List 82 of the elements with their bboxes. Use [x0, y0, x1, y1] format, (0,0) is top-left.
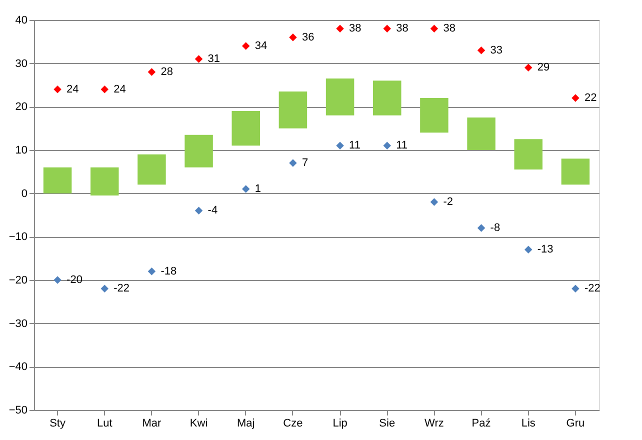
- data-label: -22: [114, 282, 130, 295]
- data-label: -20: [66, 274, 82, 286]
- point: [54, 85, 62, 94]
- y-tick-label: 30: [15, 58, 28, 70]
- data-label: 11: [396, 140, 408, 152]
- y-tick-label: −40: [8, 361, 28, 374]
- data-label: -2: [443, 196, 453, 208]
- point: [383, 142, 391, 150]
- y-tick-label: −20: [8, 274, 28, 286]
- y-tick-label: −50: [8, 404, 28, 416]
- point: [100, 85, 108, 94]
- bar: [278, 92, 308, 128]
- x-tick-label: Sie: [379, 418, 396, 430]
- bar: [420, 98, 448, 133]
- x-tick-label: Cze: [283, 418, 303, 430]
- y-tick-label: 0: [21, 188, 28, 200]
- point: [477, 224, 486, 232]
- data-label: 11: [349, 140, 360, 152]
- data-label: -13: [537, 244, 554, 256]
- data-label: 31: [208, 53, 220, 65]
- y-tick-label: 10: [15, 144, 28, 156]
- data-label: 29: [537, 62, 550, 74]
- x-tick-label: Sty: [50, 418, 66, 430]
- bar: [373, 80, 402, 116]
- y-tick-label: −30: [8, 318, 28, 330]
- point: [242, 185, 250, 193]
- point: [148, 68, 156, 76]
- point: [148, 267, 156, 276]
- y-tick-label: −10: [8, 231, 28, 244]
- data-label: 36: [302, 31, 314, 44]
- bar: [514, 139, 542, 170]
- data-label: -22: [584, 282, 600, 295]
- point: [477, 46, 486, 54]
- point: [524, 246, 532, 254]
- point: [430, 24, 438, 33]
- data-label: -8: [490, 222, 500, 234]
- data-label: -4: [208, 204, 218, 217]
- bar: [326, 78, 354, 116]
- point: [54, 276, 62, 284]
- point: [336, 24, 344, 33]
- x-tick-label: Lut: [96, 418, 112, 430]
- x-tick-label: Wrz: [424, 418, 444, 430]
- data-label: 7: [302, 157, 308, 169]
- point: [524, 64, 532, 72]
- point: [289, 33, 297, 42]
- data-label: 38: [396, 22, 408, 35]
- y-tick-label: 20: [15, 101, 28, 114]
- data-label: -18: [160, 265, 177, 278]
- data-label: 38: [349, 22, 362, 35]
- x-tick-label: Mar: [142, 418, 162, 430]
- point: [383, 24, 391, 33]
- point: [194, 55, 203, 63]
- bar: [467, 118, 496, 150]
- point: [242, 42, 250, 50]
- x-tick-label: Maj: [237, 418, 255, 430]
- data-label: 24: [114, 83, 126, 96]
- x-tick-label: Kwi: [190, 418, 208, 430]
- point: [336, 142, 344, 150]
- point: [572, 284, 580, 293]
- data-label: 28: [160, 66, 173, 78]
- y-tick-label: 40: [15, 14, 28, 26]
- bar: [90, 167, 119, 196]
- point: [289, 159, 297, 167]
- bar: [561, 158, 590, 185]
- data-label: 34: [254, 40, 268, 52]
- point: [100, 284, 108, 293]
- x-tick-label: Paź: [472, 418, 491, 430]
- point: [572, 94, 580, 102]
- bar: [138, 154, 166, 185]
- bar: [184, 134, 213, 168]
- bar: [43, 167, 72, 194]
- point: [430, 198, 438, 206]
- x-tick-label: Lis: [521, 418, 536, 430]
- data-label: 24: [66, 83, 79, 96]
- data-label: 38: [443, 22, 456, 35]
- point: [194, 206, 203, 215]
- bar: [232, 111, 260, 146]
- data-label: 22: [584, 92, 597, 104]
- data-label: 33: [490, 44, 503, 56]
- x-tick-label: Lip: [332, 418, 348, 430]
- data-label: 1: [254, 183, 261, 195]
- x-tick-label: Gru: [566, 418, 585, 430]
